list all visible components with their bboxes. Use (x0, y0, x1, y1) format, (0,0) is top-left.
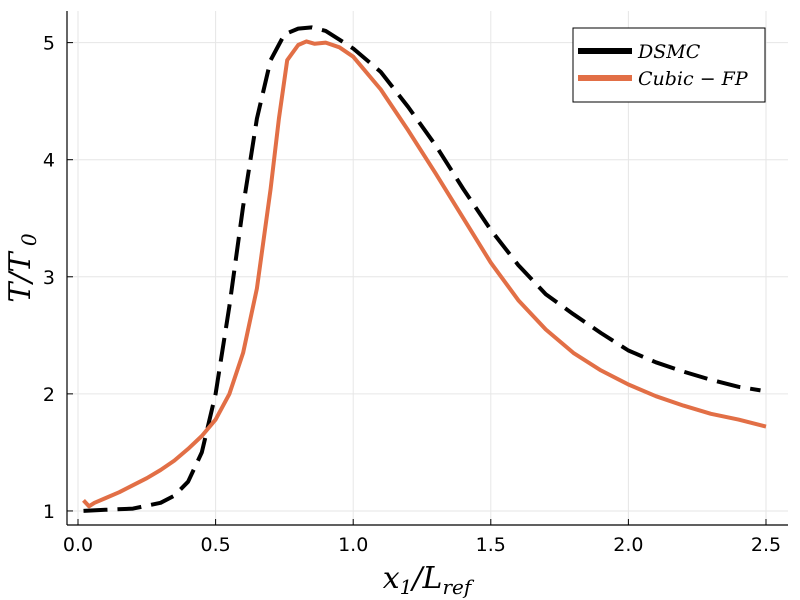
legend-label-cubic-fp: Cubic − FP (638, 68, 749, 90)
y-tick-label: 3 (43, 267, 55, 289)
legend-box (572, 27, 766, 103)
x-tick-label: 0.0 (63, 534, 93, 556)
y-tick-label: 1 (43, 501, 55, 523)
legend-label-dsmc: DSMC (637, 41, 701, 63)
x-tick-label: 1.0 (338, 534, 368, 556)
y-axis-title: T/T 0 (3, 233, 41, 302)
x-tick-label: 2.5 (751, 534, 781, 556)
y-tick-label: 5 (43, 33, 55, 55)
series-line-dsmc (83, 25, 761, 513)
x-ticks: 0.0 0.5 1.0 1.5 2.0 2.5 (63, 519, 781, 556)
x-tick-label: 2.0 (613, 534, 643, 556)
series-line-cubic-fp (82, 39, 767, 509)
x-tick-label: 1.5 (476, 534, 506, 556)
grid (67, 11, 788, 525)
x-tick-label: 0.5 (200, 534, 230, 556)
y-ticks: 1 2 3 4 5 (43, 33, 73, 523)
axes (66, 11, 788, 526)
y-tick-label: 2 (43, 384, 55, 406)
y-tick-label: 4 (43, 150, 55, 172)
x-axis-title: x1/Lref (383, 561, 475, 599)
legend: DSMC Cubic − FP (572, 27, 766, 103)
plot-series (82, 25, 767, 513)
